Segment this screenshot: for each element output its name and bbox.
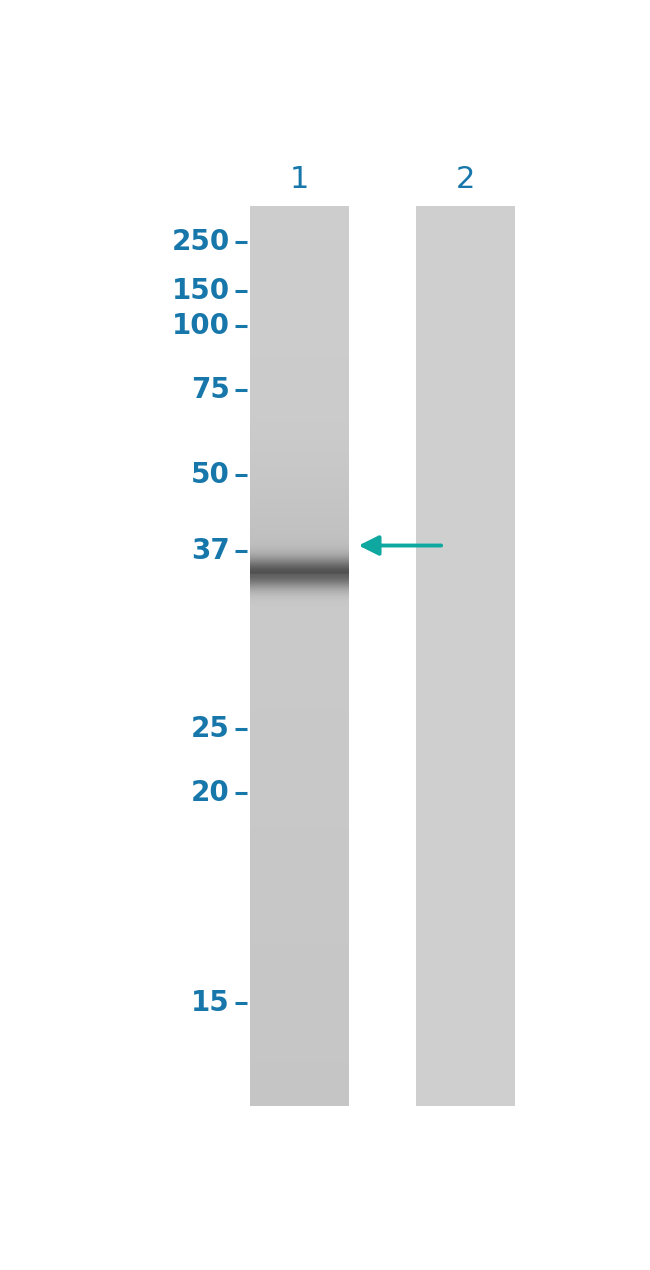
Text: 20: 20	[191, 779, 230, 806]
Text: 2: 2	[456, 165, 475, 194]
Text: 15: 15	[191, 989, 230, 1017]
Text: 1: 1	[289, 165, 309, 194]
Text: 37: 37	[191, 537, 230, 565]
Text: 75: 75	[191, 376, 230, 404]
Text: 50: 50	[191, 461, 230, 489]
Text: 150: 150	[172, 277, 230, 305]
Text: 100: 100	[172, 312, 230, 340]
Text: 25: 25	[191, 715, 230, 743]
Text: 250: 250	[172, 229, 230, 257]
